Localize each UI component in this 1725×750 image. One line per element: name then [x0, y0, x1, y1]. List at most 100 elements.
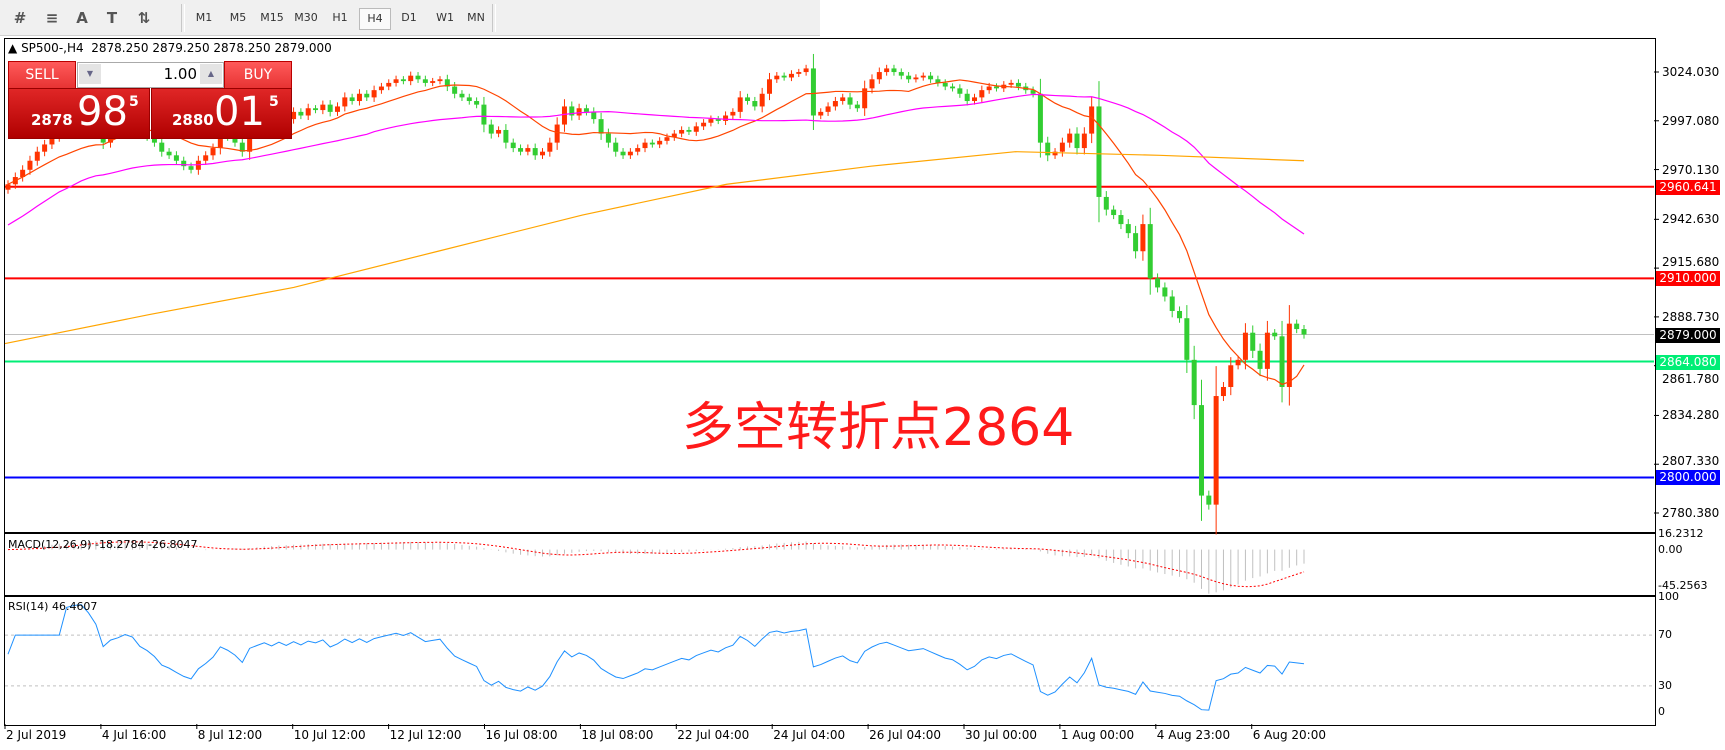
candle-body — [1257, 350, 1263, 369]
time-axis-label: 24 Jul 04:00 — [773, 728, 846, 742]
candle-body — [203, 155, 209, 161]
candle-body — [349, 97, 355, 102]
arrows-icon[interactable]: ⇅ — [137, 9, 151, 27]
candle-body — [1184, 318, 1190, 360]
increase-lot-icon[interactable]: ▲ — [200, 64, 222, 84]
candle-body — [979, 90, 985, 98]
time-axis-label: 18 Jul 08:00 — [581, 728, 654, 742]
candle-body — [320, 104, 326, 111]
candle-body — [1140, 224, 1146, 252]
candle-body — [1162, 287, 1168, 297]
candle-body — [1169, 296, 1175, 311]
rsi-axis-label: 70 — [1658, 628, 1672, 642]
candle-body — [1264, 332, 1270, 369]
candle-body — [1096, 106, 1102, 197]
candle-body — [1074, 133, 1080, 149]
timeframe-h1[interactable]: H1 — [332, 11, 348, 24]
time-axis-label: 26 Jul 04:00 — [869, 728, 942, 742]
candle-body — [561, 106, 567, 125]
price-axis-label: 2861.780 — [1662, 371, 1720, 386]
fibonacci-icon[interactable]: ≡ — [45, 9, 59, 27]
candle-body — [788, 73, 794, 78]
candle-body — [613, 142, 619, 152]
candle-body — [1155, 278, 1161, 288]
candle-body — [1191, 359, 1197, 406]
candle-body — [371, 90, 377, 98]
lot-value[interactable]: 1.00 — [163, 65, 197, 83]
timeframe-m1[interactable]: M1 — [195, 11, 213, 24]
candle-body — [532, 148, 538, 156]
timeframe-mn[interactable]: MN — [467, 11, 485, 24]
candle-body — [27, 160, 33, 170]
chart-elements-icon[interactable]: # — [13, 9, 27, 27]
time-axis-label: 30 Jul 00:00 — [965, 728, 1037, 742]
decrease-lot-icon[interactable]: ▼ — [79, 64, 101, 84]
candle-body — [1052, 151, 1058, 156]
candle-body — [437, 79, 443, 82]
candle-body — [1037, 93, 1043, 143]
candle-body — [488, 124, 494, 134]
rsi-axis-label: 0 — [1658, 705, 1665, 718]
candle-body — [642, 142, 648, 149]
candle-body — [503, 129, 509, 143]
timeframe-w1[interactable]: W1 — [436, 11, 454, 24]
price-axis-label: 2807.330 — [1662, 454, 1720, 469]
sell-price-button[interactable]: 2878 98 5 — [8, 88, 150, 139]
candle-body — [832, 101, 838, 107]
lot-size-input[interactable]: ▼ 1.00 ▲ — [77, 62, 224, 88]
buy-price-large: 01 — [214, 89, 265, 135]
candle-body — [664, 137, 670, 141]
sell-price-large: 98 — [77, 89, 128, 135]
candle-body — [298, 111, 304, 116]
candle-body — [598, 119, 604, 134]
candle-body — [159, 142, 165, 152]
macd-axis-label: -45.2563 — [1658, 579, 1708, 592]
candle-body — [313, 108, 319, 111]
timeframe-h4[interactable]: H4 — [359, 8, 391, 30]
candle-body — [774, 75, 780, 80]
time-axis-label: 12 Jul 12:00 — [389, 728, 462, 742]
candle-body — [474, 101, 480, 105]
candle-body — [1059, 142, 1065, 152]
candle-body — [42, 144, 48, 152]
buy-price-button[interactable]: 2880 01 5 — [151, 88, 292, 139]
candle-body — [810, 68, 816, 116]
candle-body — [378, 86, 384, 91]
candle-body — [239, 142, 245, 152]
separator — [181, 4, 185, 32]
timeframe-d1[interactable]: D1 — [401, 11, 417, 24]
sell-button[interactable]: SELL — [8, 61, 76, 90]
candle-body — [166, 151, 172, 156]
text-icon[interactable]: A — [76, 9, 88, 27]
collapse-triangle-icon[interactable]: ▲ — [8, 41, 18, 55]
candle-body — [730, 111, 736, 116]
candle-body — [891, 68, 897, 73]
candle-body — [1089, 106, 1095, 134]
candle-body — [49, 137, 55, 145]
candle-body — [708, 119, 714, 123]
main-chart-frame — [4, 38, 1656, 533]
separator — [492, 4, 496, 32]
buy-button[interactable]: BUY — [224, 61, 292, 90]
candle-body — [620, 151, 626, 156]
candle-body — [986, 86, 992, 91]
timeframe-m5[interactable]: M5 — [229, 11, 247, 24]
price-axis-label: 3024.030 — [1662, 65, 1720, 79]
rsi-label: RSI(14) 46.4607 — [8, 600, 98, 613]
candle-body — [759, 93, 765, 107]
ma-mid-line — [7, 93, 1305, 235]
candle-body — [540, 151, 546, 156]
text-label-icon[interactable]: T — [106, 9, 118, 27]
candle-body — [1272, 332, 1278, 337]
rsi-axis-label: 30 — [1658, 678, 1672, 692]
candle-body — [627, 151, 633, 156]
candle-body — [605, 133, 611, 143]
candle-body — [862, 88, 868, 109]
candle-body — [942, 82, 948, 87]
rsi-axis-label: 100 — [1658, 590, 1679, 603]
timeframe-m30[interactable]: M30 — [294, 11, 318, 24]
time-axis-label: 4 Jul 16:00 — [101, 728, 167, 742]
candle-body — [1103, 196, 1109, 210]
timeframe-m15[interactable]: M15 — [260, 11, 284, 24]
